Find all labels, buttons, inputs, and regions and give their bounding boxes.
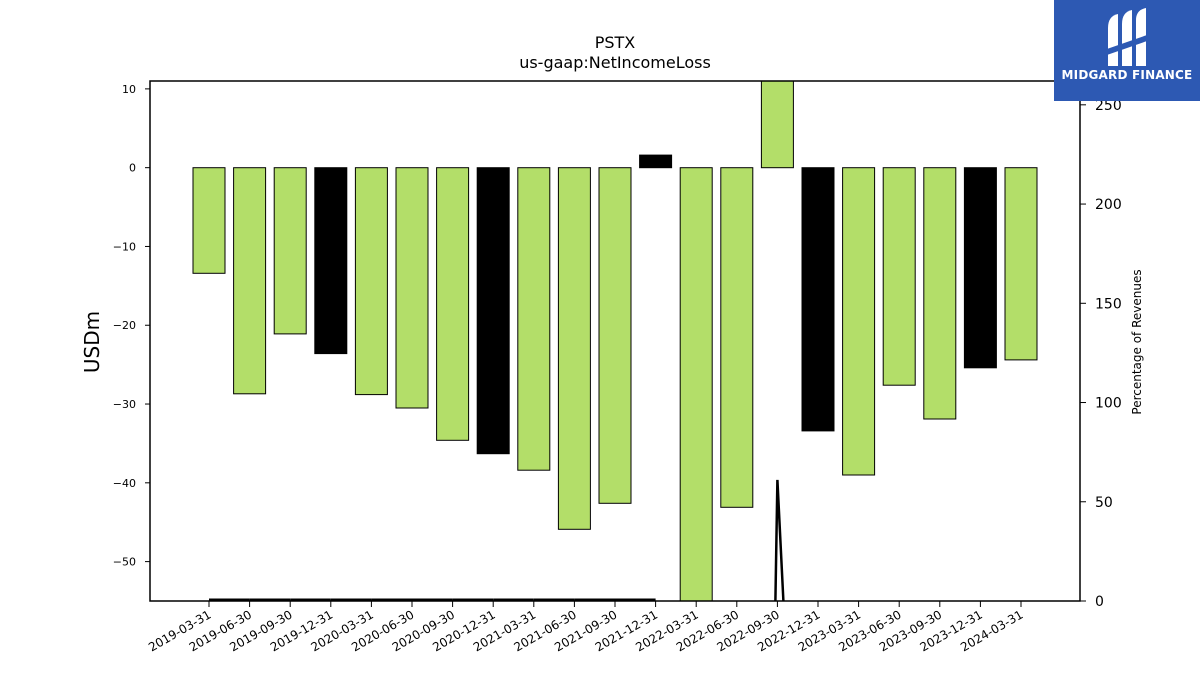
y-tick-label: −30	[113, 398, 136, 411]
bar-2023-12-31	[963, 167, 997, 369]
logo-mark-icon	[1104, 8, 1150, 66]
brand-logo: MIDGARD FINANCE	[1054, 0, 1200, 101]
bar-2022-12-31	[801, 167, 835, 432]
bar-2019-12-31	[314, 167, 348, 355]
line-group	[209, 479, 785, 602]
bar-2020-06-30	[395, 167, 429, 409]
bar-2020-03-31	[354, 167, 388, 396]
bar-2019-06-30	[233, 167, 267, 395]
y2-tick-label: 250	[1095, 98, 1122, 114]
bar-2024-03-31	[1004, 167, 1038, 361]
y-tick-label: −40	[113, 477, 136, 490]
bar-2019-03-31	[192, 167, 226, 274]
y2-tick-label: 100	[1095, 396, 1122, 412]
plot-frame	[149, 80, 1081, 602]
bar-2023-06-30	[882, 167, 916, 386]
y-tick-label: −10	[113, 240, 136, 253]
y-tick-label: 10	[122, 83, 136, 96]
bar-2022-09-30	[760, 80, 794, 169]
y-tick-label: 0	[129, 162, 136, 175]
bar-2021-09-30	[598, 167, 632, 504]
chart-title: PSTX	[595, 33, 636, 52]
bar-2022-06-30	[720, 167, 754, 508]
y-ticks-group: 10 0 −10 −20 −30 −40 −50	[113, 83, 150, 569]
y2-tick-label: 150	[1095, 296, 1122, 312]
bar-2023-09-30	[923, 167, 957, 420]
bar-2020-09-30	[436, 167, 470, 441]
y2-tick-label: 50	[1095, 495, 1113, 511]
x-ticks-group: 2019-03-312019-06-302019-09-302019-12-31…	[146, 601, 1026, 654]
y-tick-label: −20	[113, 319, 136, 332]
bar-2021-12-31	[639, 154, 673, 169]
bar-2021-06-30	[557, 167, 591, 530]
bar-2021-03-31	[517, 167, 551, 471]
brand-name: MIDGARD FINANCE	[1061, 68, 1193, 82]
line-spike-2022-09-30	[774, 479, 785, 602]
y-axis-label: USDm	[80, 311, 104, 373]
y2-tick-label: 0	[1095, 594, 1104, 610]
y2-axis-label: Percentage of Revenues	[1130, 269, 1144, 414]
bar-2023-03-31	[842, 167, 876, 476]
y2-ticks-group: 0 50 100 150 200 250	[1080, 98, 1122, 610]
bar-2022-03-31	[679, 167, 713, 602]
bar-2019-09-30	[273, 167, 307, 335]
y2-tick-label: 200	[1095, 197, 1122, 213]
bar-2020-12-31	[476, 167, 510, 455]
bars-group	[192, 80, 1038, 602]
chart-subtitle: us-gaap:NetIncomeLoss	[519, 53, 711, 72]
y-tick-label: −50	[113, 556, 136, 569]
